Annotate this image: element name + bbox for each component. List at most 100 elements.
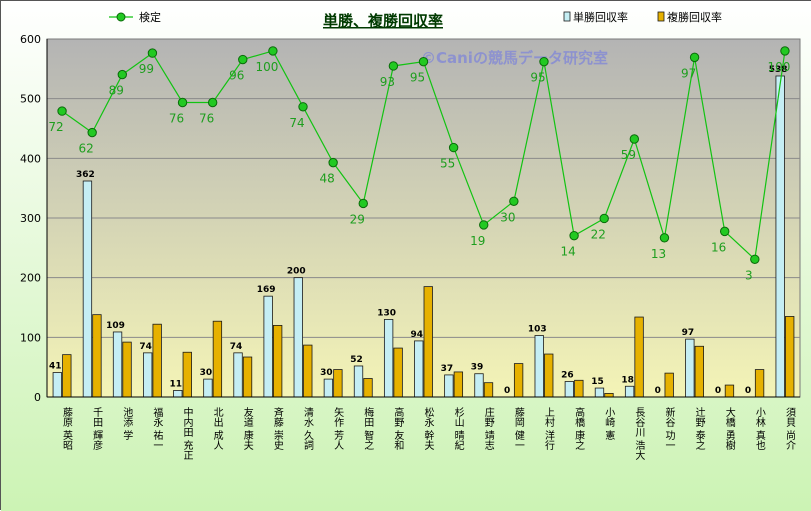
line-data-label: 62 <box>79 142 94 156</box>
line-data-label: 59 <box>621 148 636 162</box>
line-point <box>207 97 218 108</box>
x-tick-label: 庄野 靖志 <box>482 406 494 450</box>
x-tick-label: 辻野 泰之 <box>693 406 705 450</box>
bars <box>52 75 795 398</box>
bar-data-label: 41 <box>49 362 62 372</box>
bar-data-label: 74 <box>139 342 152 352</box>
bar-win-return <box>203 378 213 398</box>
bar-place-return <box>423 286 433 398</box>
y-tick-label: 400 <box>20 152 41 165</box>
line-point <box>328 157 338 168</box>
y-tick-label: 200 <box>20 272 41 285</box>
bar-data-label: 362 <box>76 170 95 180</box>
bar-place-return <box>453 371 464 398</box>
x-tick-label: 松永 幹夫 <box>422 406 434 451</box>
x-tick-label: 小崎 憲 <box>603 407 615 440</box>
line-point <box>57 106 67 116</box>
bar-data-label: 130 <box>377 308 396 318</box>
bar-data-label: 200 <box>287 267 306 277</box>
bar-win-return <box>233 352 243 398</box>
x-tick-label: 千田 輝彦 <box>91 407 103 451</box>
line-data-label: 30 <box>500 210 515 224</box>
watermark: ©Caniの競馬データ研究室 <box>421 49 608 67</box>
line-data-label: 3 <box>745 268 753 282</box>
bar-data-label: 169 <box>257 285 276 295</box>
line-data-label: 22 <box>591 227 606 241</box>
bar-place-return <box>333 369 343 398</box>
bar-win-return <box>534 335 544 398</box>
bar-win-return <box>564 381 574 398</box>
line-point <box>177 97 188 108</box>
bar-place-return <box>363 378 373 398</box>
bar-win-return <box>685 338 695 398</box>
bar-win-return <box>474 373 484 398</box>
bar-data-label: 74 <box>230 342 243 352</box>
x-tick-label: 清水 久詞 <box>302 406 314 451</box>
bar-place-return <box>574 379 584 398</box>
bar-place-return <box>604 393 614 398</box>
bar-data-label: 97 <box>682 328 695 338</box>
line-point <box>358 198 368 209</box>
bar-place-return <box>62 354 72 398</box>
bar-data-label: 109 <box>106 321 125 331</box>
x-tick-label: 藤岡 健一 <box>512 407 524 450</box>
bar-place-return <box>754 369 765 398</box>
line-data-label: 97 <box>681 66 696 80</box>
bar-data-label: 52 <box>350 355 363 365</box>
bar-win-return <box>263 295 273 398</box>
bar-win-return <box>82 180 93 398</box>
x-tick-label: 梅田 智之 <box>362 406 374 450</box>
x-tick-label: 池添 学 <box>121 406 133 440</box>
line-point <box>599 213 609 224</box>
bar-place-return <box>393 347 403 398</box>
bar-data-label: 11 <box>170 379 183 389</box>
bar-place-return <box>272 324 283 398</box>
bar-data-label: 0 <box>715 386 721 396</box>
line-data-label: 95 <box>410 71 425 85</box>
grid <box>47 98 800 338</box>
bar-place-return <box>212 320 223 398</box>
line-data-label: 13 <box>651 247 666 261</box>
bar-win-return <box>323 378 334 398</box>
line-point <box>87 127 97 138</box>
bar-data-label: 18 <box>621 375 634 385</box>
line-data-label: 100 <box>767 60 790 74</box>
line-data-label: 93 <box>380 75 395 89</box>
line-point <box>388 61 399 71</box>
x-tick-label: 須貝 尚介 <box>783 407 795 450</box>
line-data-label: 100 <box>255 60 278 74</box>
line-data-label: 95 <box>530 71 545 85</box>
legend-label: 単勝回収率 <box>573 10 628 24</box>
bar-win-return <box>383 319 394 398</box>
bar-win-return <box>353 365 364 398</box>
line-point <box>659 233 670 243</box>
line-point <box>569 230 579 241</box>
x-tick-label: 高橋 康之 <box>573 406 585 450</box>
bar-place-return <box>634 316 644 398</box>
line-point <box>298 102 308 112</box>
line-data-label: 76 <box>169 111 184 125</box>
legend-label: 検定 <box>139 10 161 24</box>
y-tick-label: 100 <box>20 331 41 344</box>
bar-win-return <box>594 387 605 398</box>
y-tick-label: 300 <box>20 212 41 225</box>
bar-place-return <box>152 323 162 398</box>
y-tick-label: 600 <box>20 33 41 46</box>
bar-place-return <box>182 351 192 398</box>
x-tick-label: 大橋 勇樹 <box>723 406 735 451</box>
line-point <box>720 226 730 237</box>
line-point <box>689 52 700 63</box>
axes: 0100200300400500600藤原 英昭 千田 輝彦 池添 学福永 祐一 中内… <box>20 33 800 461</box>
line-point <box>418 56 429 67</box>
bar-data-label: 30 <box>200 368 213 378</box>
line-series <box>57 46 790 264</box>
x-tick-label: 上村 洋行 <box>542 407 554 451</box>
legend: 単勝回収率 複勝回収率 検定 <box>109 10 722 24</box>
bar-data-label: 26 <box>561 370 574 380</box>
bar-place-return <box>513 363 524 398</box>
bar-data-label: 0 <box>655 386 661 396</box>
line-data-label: 76 <box>199 111 214 125</box>
bar-place-return <box>242 356 253 398</box>
bar-data-label: 30 <box>320 368 333 378</box>
